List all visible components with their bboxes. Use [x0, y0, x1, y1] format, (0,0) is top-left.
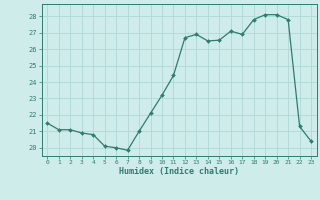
X-axis label: Humidex (Indice chaleur): Humidex (Indice chaleur) [119, 167, 239, 176]
